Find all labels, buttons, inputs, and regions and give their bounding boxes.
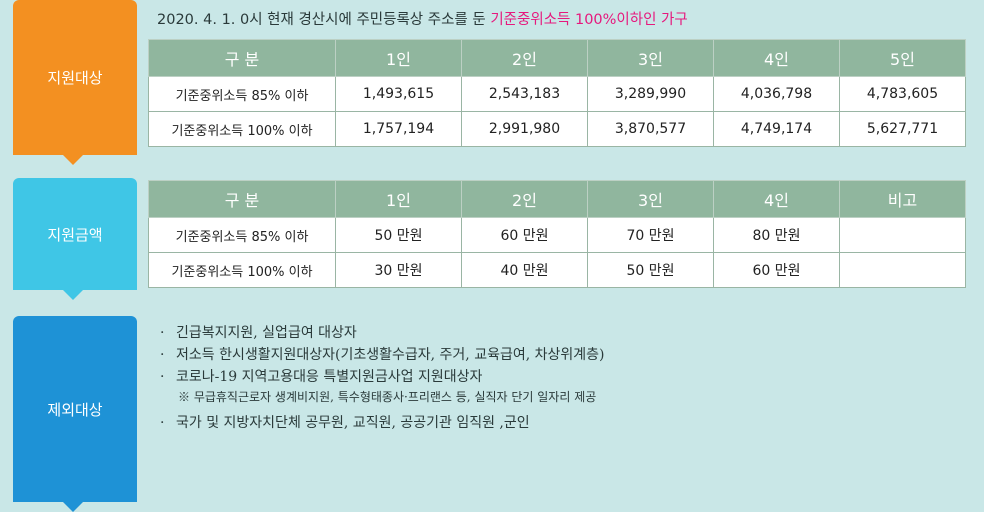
headline-prefix: 2020. 4. 1. 0시 현재 경산시에 주민등록상 주소를 둔 — [157, 12, 491, 28]
tab-amount: 지원금액 — [13, 178, 137, 300]
income-header-3: 3인 — [587, 39, 714, 77]
amount-table: 구 분 1인 2인 3인 4인 비고 기준중위소득 85% 이하 50 만원 6… — [148, 180, 966, 288]
list-item: · 긴급복지지원, 실업급여 대상자 — [160, 322, 604, 344]
table-cell: 80 만원 — [713, 217, 840, 253]
table-cell: 3,870,577 — [587, 111, 714, 147]
bullet-icon: · — [160, 325, 165, 341]
tab-target: 지원대상 — [13, 0, 137, 165]
table-cell: 60 만원 — [461, 217, 588, 253]
tab-amount-label: 지원금액 — [47, 225, 103, 244]
income-header-4: 4인 — [713, 39, 840, 77]
exclusion-note: ※ 무급휴직근로자 생계비지원, 특수형태종사·프리랜스 등, 실직자 단기 일… — [178, 390, 597, 404]
income-header-category: 구 분 — [148, 39, 336, 77]
tab-target-pointer — [63, 155, 83, 165]
table-cell: 60 만원 — [713, 252, 840, 288]
amount-table-header-row: 구 분 1인 2인 3인 4인 비고 — [148, 180, 966, 218]
amount-header-category: 구 분 — [148, 180, 336, 218]
table-cell: 3,289,990 — [587, 76, 714, 112]
amount-header-note: 비고 — [839, 180, 966, 218]
row-label: 기준중위소득 85% 이하 — [148, 217, 336, 253]
amount-header-3: 3인 — [587, 180, 714, 218]
tab-exclusion-pointer — [63, 502, 83, 512]
table-cell: 40 만원 — [461, 252, 588, 288]
amount-header-4: 4인 — [713, 180, 840, 218]
table-cell: 50 만원 — [335, 217, 462, 253]
table-row: 기준중위소득 85% 이하 50 만원 60 만원 70 만원 80 만원 — [148, 217, 966, 253]
list-item: · 코로나-19 지역고용대응 특별지원금사업 지원대상자 — [160, 366, 604, 388]
exclusion-list: · 긴급복지지원, 실업급여 대상자 · 저소득 한시생활지원대상자(기초생활수급자… — [160, 322, 604, 434]
tab-target-label: 지원대상 — [47, 69, 103, 87]
bullet-icon: · — [160, 347, 165, 363]
table-cell: 1,493,615 — [335, 76, 462, 112]
headline-highlight: 기준중위소득 100%이하인 가구 — [490, 12, 688, 28]
list-item: · 국가 및 지방자치단체 공무원, 교직원, 공공기관 임직원 ,군인 — [160, 412, 604, 434]
row-label: 기준중위소득 100% 이하 — [148, 252, 336, 288]
table-cell: 70 만원 — [587, 217, 714, 253]
table-cell — [839, 217, 966, 253]
bullet-icon: · — [160, 369, 165, 385]
table-row: 기준중위소득 85% 이하 1,493,615 2,543,183 3,289,… — [148, 76, 966, 112]
amount-header-1: 1인 — [335, 180, 462, 218]
table-cell: 4,783,605 — [839, 76, 966, 112]
income-header-2: 2인 — [461, 39, 588, 77]
list-item-text: 긴급복지지원, 실업급여 대상자 — [176, 325, 357, 341]
table-row: 기준중위소득 100% 이하 1,757,194 2,991,980 3,870… — [148, 111, 966, 147]
table-cell: 5,627,771 — [839, 111, 966, 147]
row-label: 기준중위소득 85% 이하 — [148, 76, 336, 112]
table-cell: 2,991,980 — [461, 111, 588, 147]
income-table: 구 분 1인 2인 3인 4인 5인 기준중위소득 85% 이하 1,493,6… — [148, 39, 966, 147]
income-header-1: 1인 — [335, 39, 462, 77]
eligibility-headline: 2020. 4. 1. 0시 현재 경산시에 주민등록상 주소를 둔 기준중위소… — [157, 8, 688, 29]
table-cell — [839, 252, 966, 288]
table-cell: 4,036,798 — [713, 76, 840, 112]
list-item-text: 국가 및 지방자치단체 공무원, 교직원, 공공기관 임직원 ,군인 — [176, 415, 530, 431]
row-label: 기준중위소득 100% 이하 — [148, 111, 336, 147]
table-row: 기준중위소득 100% 이하 30 만원 40 만원 50 만원 60 만원 — [148, 252, 966, 288]
table-cell: 1,757,194 — [335, 111, 462, 147]
list-item: · 저소득 한시생활지원대상자(기초생활수급자, 주거, 교육급여, 차상위계층) — [160, 344, 604, 366]
tab-exclusion: 제외대상 — [13, 316, 137, 512]
table-cell: 2,543,183 — [461, 76, 588, 112]
table-cell: 50 만원 — [587, 252, 714, 288]
list-item-text: 코로나-19 지역고용대응 특별지원금사업 지원대상자 — [176, 369, 483, 385]
income-table-header-row: 구 분 1인 2인 3인 4인 5인 — [148, 39, 966, 77]
amount-header-2: 2인 — [461, 180, 588, 218]
table-cell: 4,749,174 — [713, 111, 840, 147]
bullet-icon: · — [160, 415, 165, 431]
list-item-text: 저소득 한시생활지원대상자(기초생활수급자, 주거, 교육급여, 차상위계층) — [176, 347, 605, 363]
table-cell: 30 만원 — [335, 252, 462, 288]
tab-exclusion-label: 제외대상 — [47, 400, 103, 419]
tab-amount-pointer — [63, 290, 83, 300]
income-header-5: 5인 — [839, 39, 966, 77]
